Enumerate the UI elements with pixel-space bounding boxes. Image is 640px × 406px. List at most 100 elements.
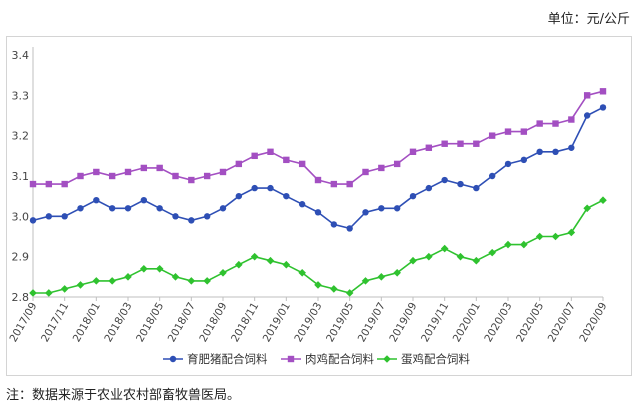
y-tick-label: 3.2 [12,130,30,143]
legend-marker-1 [169,355,177,363]
x-tick-label: 2019/09 [387,301,419,345]
data-point-series-2 [552,120,559,127]
data-point-series-3 [76,281,85,289]
data-point-series-3 [425,252,433,261]
data-point-series-3 [488,248,496,257]
data-point-series-1 [425,184,433,192]
data-point-series-3 [330,285,338,293]
data-point-series-3 [520,240,528,249]
data-point-series-1 [188,217,195,224]
x-tick-label: 2017/11 [39,301,71,345]
legend-marker-2 [287,355,295,363]
x-tick-label: 2019/03 [292,301,324,345]
data-point-series-2 [283,156,290,164]
data-point-series-1 [251,184,258,192]
data-point-series-3 [266,256,275,265]
x-tick-label: 2018/05 [134,301,166,345]
data-point-series-2 [140,164,148,172]
data-point-series-3 [108,277,116,285]
data-point-series-2 [409,148,417,155]
data-point-series-1 [583,112,591,119]
legend-label-3: 蛋鸡配合饲料 [401,352,470,366]
data-point-series-3 [171,273,180,281]
data-point-series-2 [203,172,211,180]
data-point-series-2 [520,128,528,135]
chart-container: 2.8 2.9 3.0 3.1 3.2 3.3 3.4 2017/09 2017/11 2018/… [6,36,632,376]
data-point-series-2 [77,172,84,180]
data-point-series-3 [440,244,449,253]
data-point-series-3 [456,252,465,261]
data-point-series-3 [140,264,148,273]
data-point-series-1 [235,192,243,200]
data-point-series-1 [267,184,274,192]
x-tick-label: 2020/09 [577,301,609,345]
data-point-series-3 [393,269,401,277]
data-point-series-1 [520,156,528,164]
data-point-series-1 [378,205,385,212]
data-point-series-1 [93,197,100,204]
data-point-series-3 [235,260,243,269]
x-tick-label: 2020/01 [451,301,483,345]
data-point-series-1 [314,209,322,216]
data-point-series-1 [409,192,417,200]
data-point-series-1 [298,201,306,208]
data-point-series-3 [29,289,37,297]
unit-label: 单位：元/公斤 [547,12,630,27]
data-point-series-1 [330,221,338,228]
data-point-series-2 [156,164,163,172]
data-point-series-2 [314,176,322,184]
y-tick-label: 3.4 [12,49,30,62]
data-point-series-2 [378,164,385,172]
data-point-series-2 [219,168,227,176]
data-point-series-3 [599,196,607,204]
legend-label-2: 肉鸡配合饲料 [305,352,374,366]
data-point-series-3 [298,269,306,277]
data-point-series-2 [568,116,575,123]
data-point-series-1 [346,225,353,232]
data-point-series-1 [283,192,290,200]
data-point-series-1 [124,205,132,212]
data-point-series-3 [314,281,322,289]
data-point-series-2 [583,92,591,99]
legend-marker-3 [383,355,391,363]
x-tick-label: 2018/01 [71,301,103,345]
data-point-series-1 [362,209,369,216]
y-tick-label: 3.1 [12,170,30,183]
y-tick-label: 2.8 [12,291,30,304]
data-point-series-1 [473,184,480,192]
data-point-series-3 [583,204,591,213]
data-point-series-1 [61,213,68,220]
x-tick-label: 2018/03 [102,301,134,345]
x-tick-label: 2018/09 [197,301,229,345]
y-tick-label: 3.0 [12,210,30,223]
data-point-series-2 [393,160,401,168]
data-point-series-1 [441,176,448,184]
data-point-series-1 [599,104,607,111]
data-point-series-3 [250,252,259,261]
data-point-series-1 [172,213,179,220]
x-tick-label: 2017/09 [7,301,39,345]
data-point-series-3 [60,285,69,293]
data-point-series-3 [45,289,53,297]
data-point-series-2 [362,168,369,176]
data-point-series-1 [77,205,84,212]
x-tick-label: 2018/07 [166,301,198,345]
data-point-series-3 [409,256,417,265]
data-point-series-1 [140,197,148,204]
data-point-series-2 [267,148,274,155]
data-point-series-3 [535,232,544,241]
data-point-series-3 [472,256,481,265]
data-point-series-2 [124,168,132,176]
data-point-series-1 [488,172,496,180]
data-point-series-1 [457,180,464,188]
x-tick-label: 2019/01 [261,301,293,345]
data-point-series-2 [45,180,53,188]
data-point-series-1 [156,205,163,212]
data-point-series-3 [203,277,211,285]
data-point-series-3 [345,289,354,297]
data-point-series-1 [45,213,53,220]
data-point-series-3 [187,277,196,285]
data-point-series-2 [61,180,68,188]
y-tick-label: 3.3 [12,89,30,102]
